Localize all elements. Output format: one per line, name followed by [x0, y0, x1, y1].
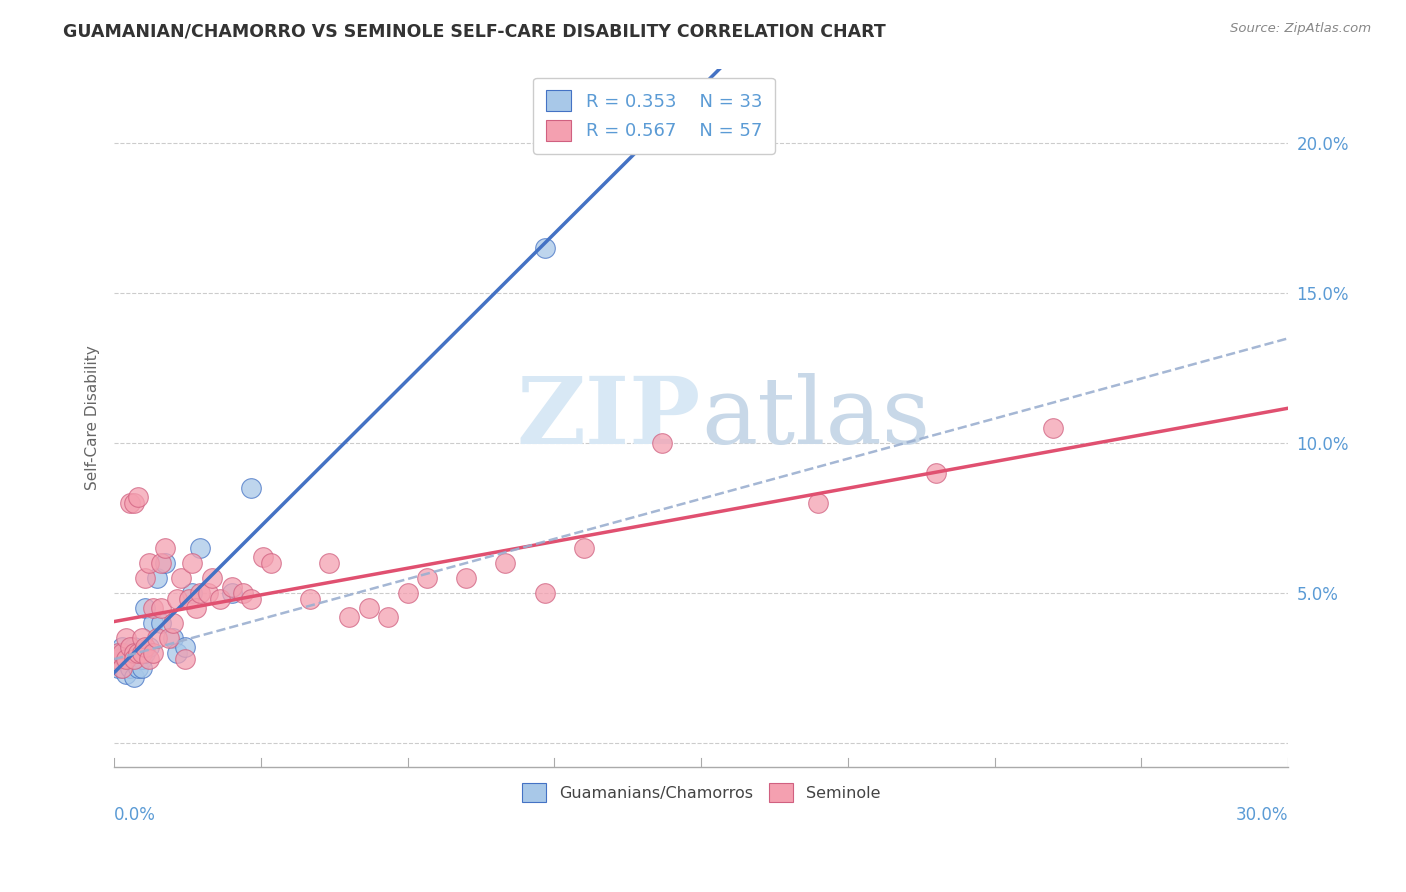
Point — [115, 631, 138, 645]
Point — [456, 571, 478, 585]
Point — [142, 646, 165, 660]
Point — [118, 661, 141, 675]
Point — [138, 556, 160, 570]
Point — [127, 491, 149, 505]
Point — [651, 436, 673, 450]
Point — [107, 652, 129, 666]
Point — [131, 646, 153, 660]
Point — [318, 556, 340, 570]
Point — [115, 646, 138, 660]
Point — [107, 646, 129, 660]
Point — [197, 586, 219, 600]
Point — [127, 646, 149, 660]
Point — [162, 631, 184, 645]
Point — [142, 601, 165, 615]
Text: 30.0%: 30.0% — [1236, 806, 1288, 824]
Point — [150, 616, 173, 631]
Point — [416, 571, 439, 585]
Point — [807, 496, 830, 510]
Point — [166, 646, 188, 660]
Text: atlas: atlas — [702, 373, 931, 463]
Point — [122, 670, 145, 684]
Point — [111, 661, 134, 675]
Point — [150, 556, 173, 570]
Point — [107, 646, 129, 660]
Point — [298, 592, 321, 607]
Point — [127, 661, 149, 675]
Point — [115, 652, 138, 666]
Point — [357, 601, 380, 615]
Point — [107, 661, 129, 675]
Point — [337, 610, 360, 624]
Point — [115, 655, 138, 669]
Text: ZIP: ZIP — [517, 373, 702, 463]
Point — [118, 640, 141, 655]
Point — [396, 586, 419, 600]
Point — [127, 646, 149, 660]
Point — [177, 592, 200, 607]
Point — [142, 616, 165, 631]
Point — [1042, 421, 1064, 435]
Point — [122, 646, 145, 660]
Point — [208, 592, 231, 607]
Point — [201, 571, 224, 585]
Point — [134, 571, 156, 585]
Point — [153, 556, 176, 570]
Point — [118, 496, 141, 510]
Point — [170, 571, 193, 585]
Point — [146, 631, 169, 645]
Point — [232, 586, 254, 600]
Point — [188, 586, 211, 600]
Point — [138, 640, 160, 655]
Point — [146, 571, 169, 585]
Point — [122, 652, 145, 666]
Point — [221, 580, 243, 594]
Point — [260, 556, 283, 570]
Point — [181, 586, 204, 600]
Point — [115, 667, 138, 681]
Point — [111, 661, 134, 675]
Point — [181, 556, 204, 570]
Point — [221, 586, 243, 600]
Point — [122, 640, 145, 655]
Point — [186, 601, 208, 615]
Point — [157, 631, 180, 645]
Point — [134, 640, 156, 655]
Point — [111, 640, 134, 655]
Point — [134, 601, 156, 615]
Point — [173, 640, 195, 655]
Point — [240, 481, 263, 495]
Point — [925, 467, 948, 481]
Point — [240, 592, 263, 607]
Point — [150, 601, 173, 615]
Y-axis label: Self-Care Disability: Self-Care Disability — [86, 345, 100, 491]
Point — [131, 652, 153, 666]
Text: GUAMANIAN/CHAMORRO VS SEMINOLE SELF-CARE DISABILITY CORRELATION CHART: GUAMANIAN/CHAMORRO VS SEMINOLE SELF-CARE… — [63, 22, 886, 40]
Legend: Guamanians/Chamorros, Seminole: Guamanians/Chamorros, Seminole — [516, 777, 886, 808]
Point — [122, 652, 145, 666]
Point — [122, 496, 145, 510]
Point — [111, 652, 134, 666]
Point — [188, 541, 211, 556]
Point — [166, 592, 188, 607]
Point — [118, 646, 141, 660]
Point — [377, 610, 399, 624]
Point — [138, 652, 160, 666]
Point — [572, 541, 595, 556]
Point — [252, 550, 274, 565]
Point — [533, 586, 555, 600]
Point — [173, 652, 195, 666]
Point — [111, 646, 134, 660]
Point — [118, 652, 141, 666]
Point — [131, 661, 153, 675]
Text: Source: ZipAtlas.com: Source: ZipAtlas.com — [1230, 22, 1371, 36]
Point — [134, 646, 156, 660]
Point — [533, 242, 555, 256]
Point — [494, 556, 516, 570]
Text: 0.0%: 0.0% — [114, 806, 156, 824]
Point — [153, 541, 176, 556]
Point — [162, 616, 184, 631]
Point — [131, 631, 153, 645]
